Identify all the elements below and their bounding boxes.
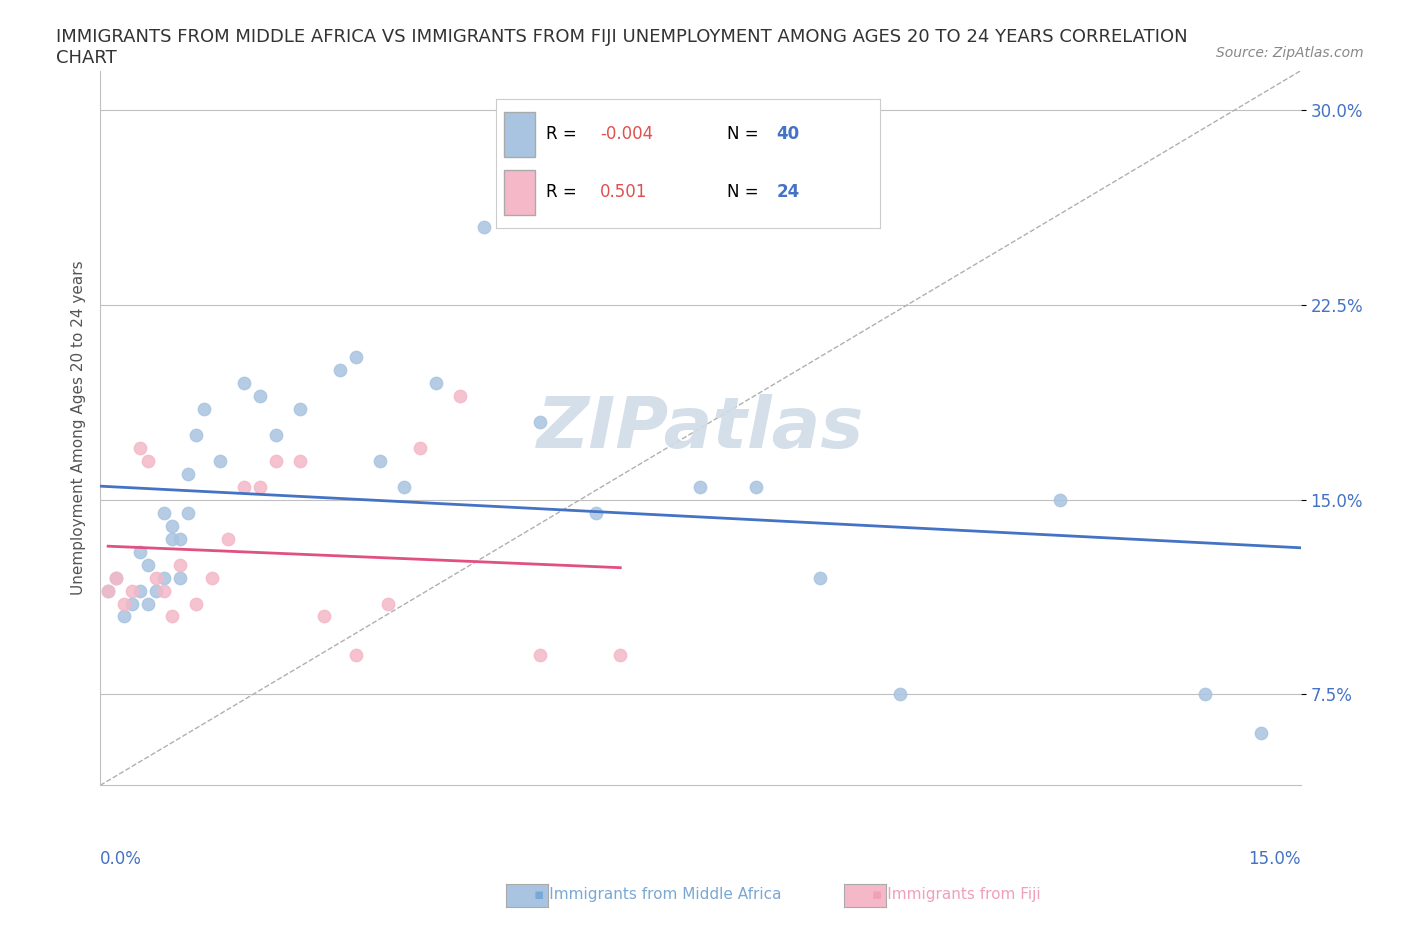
Point (808, 570, 831, 585)
Point (344, 349, 367, 364)
Point (217, 531, 239, 546)
Point (153, 570, 176, 585)
Point (249, 388, 271, 403)
Point (264, 453, 287, 468)
Point (329, 362, 352, 377)
Point (160, 531, 183, 546)
Point (344, 648, 367, 663)
Point (290, 453, 312, 468)
Point (209, 453, 232, 468)
Point (609, 648, 631, 663)
Point (233, 479, 256, 494)
Point (169, 557, 191, 572)
Point (394, 479, 416, 494)
Text: Source: ZipAtlas.com: Source: ZipAtlas.com (1216, 46, 1364, 60)
Point (129, 544, 152, 559)
Point (145, 570, 167, 585)
Point (368, 453, 391, 468)
Point (314, 609, 336, 624)
Point (472, 219, 495, 234)
Point (449, 388, 471, 403)
Point (145, 583, 167, 598)
Text: ▪ Immigrants from Middle Africa: ▪ Immigrants from Middle Africa (534, 887, 782, 902)
Point (177, 505, 200, 520)
Point (233, 375, 256, 390)
Point (290, 401, 312, 416)
Text: ▪ Immigrants from Fiji: ▪ Immigrants from Fiji (872, 887, 1040, 902)
Text: 0.0%: 0.0% (100, 850, 142, 869)
Point (97, 583, 120, 598)
Point (112, 596, 135, 611)
Point (169, 570, 191, 585)
Point (136, 453, 159, 468)
Point (1194, 687, 1216, 702)
Point (1250, 726, 1272, 741)
Point (153, 583, 176, 598)
Point (249, 479, 271, 494)
Point (264, 427, 287, 442)
Point (633, 154, 655, 169)
Point (745, 479, 768, 494)
Point (193, 401, 215, 416)
Y-axis label: Unemployment Among Ages 20 to 24 years: Unemployment Among Ages 20 to 24 years (72, 260, 86, 595)
Point (201, 570, 224, 585)
Point (177, 466, 200, 481)
Point (136, 557, 159, 572)
Point (529, 648, 551, 663)
Point (129, 440, 152, 455)
Point (529, 414, 551, 429)
Point (105, 570, 128, 585)
Point (186, 427, 208, 442)
Point (97, 583, 120, 598)
Point (160, 609, 183, 624)
Point (153, 505, 176, 520)
Point (121, 596, 143, 611)
Text: IMMIGRANTS FROM MIDDLE AFRICA VS IMMIGRANTS FROM FIJI UNEMPLOYMENT AMONG AGES 20: IMMIGRANTS FROM MIDDLE AFRICA VS IMMIGRA… (56, 28, 1188, 67)
Point (160, 518, 183, 533)
Text: 15.0%: 15.0% (1249, 850, 1301, 869)
Text: ZIPatlas: ZIPatlas (537, 393, 865, 462)
Point (889, 687, 911, 702)
Point (169, 531, 191, 546)
Point (377, 596, 399, 611)
Point (112, 609, 135, 624)
Point (121, 583, 143, 598)
Point (585, 505, 607, 520)
Point (129, 583, 152, 598)
Point (425, 375, 447, 390)
Point (689, 479, 711, 494)
Point (136, 596, 159, 611)
Point (105, 570, 128, 585)
Point (409, 440, 432, 455)
Point (1049, 492, 1071, 507)
Point (186, 596, 208, 611)
